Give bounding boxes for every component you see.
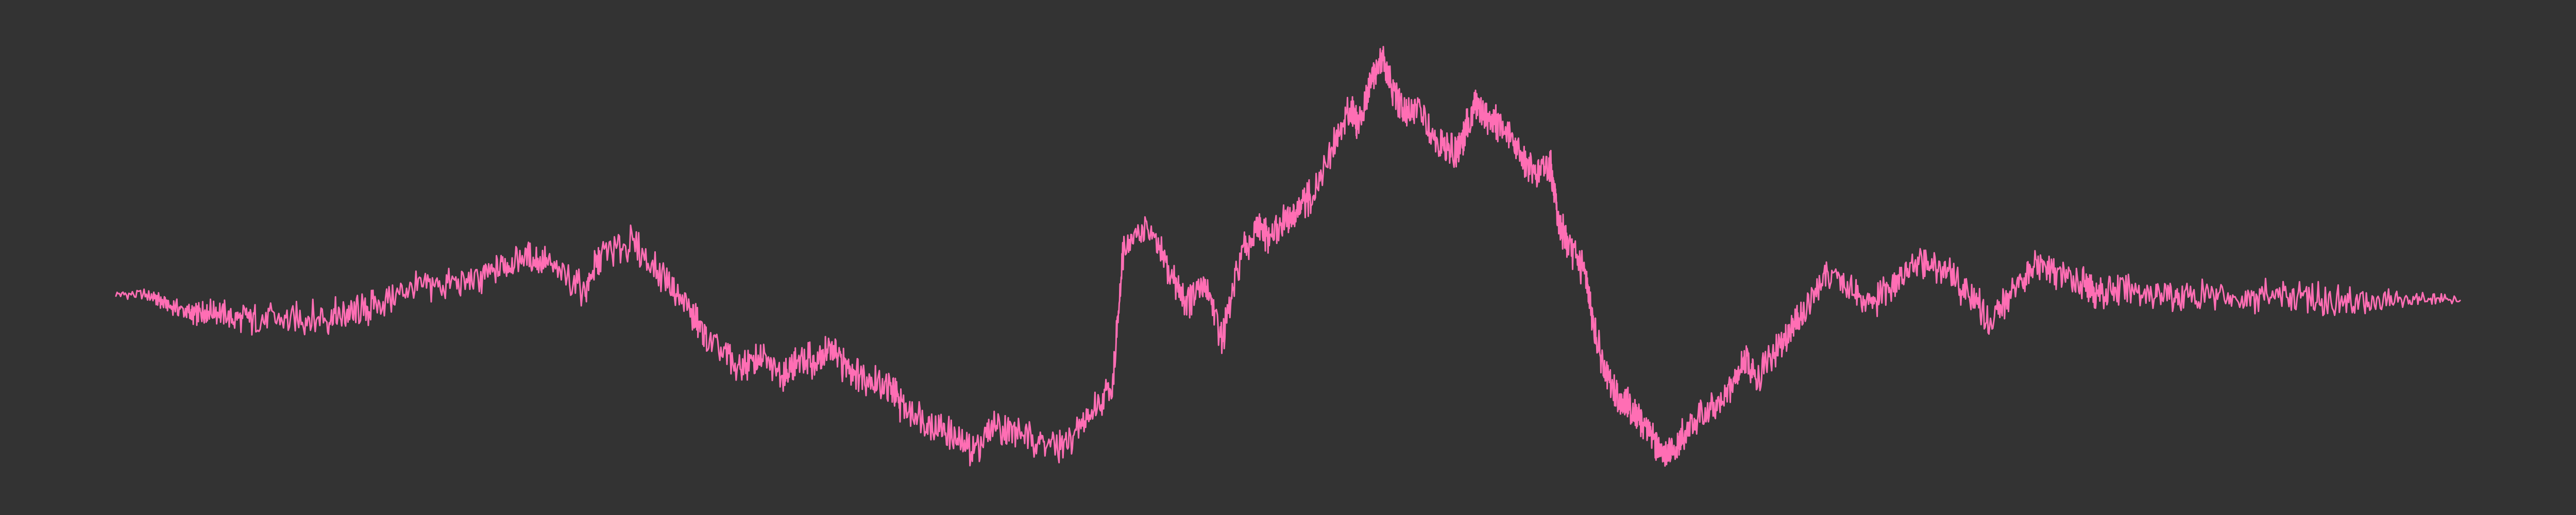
series-line — [115, 46, 2461, 467]
series-layer — [115, 46, 2461, 467]
